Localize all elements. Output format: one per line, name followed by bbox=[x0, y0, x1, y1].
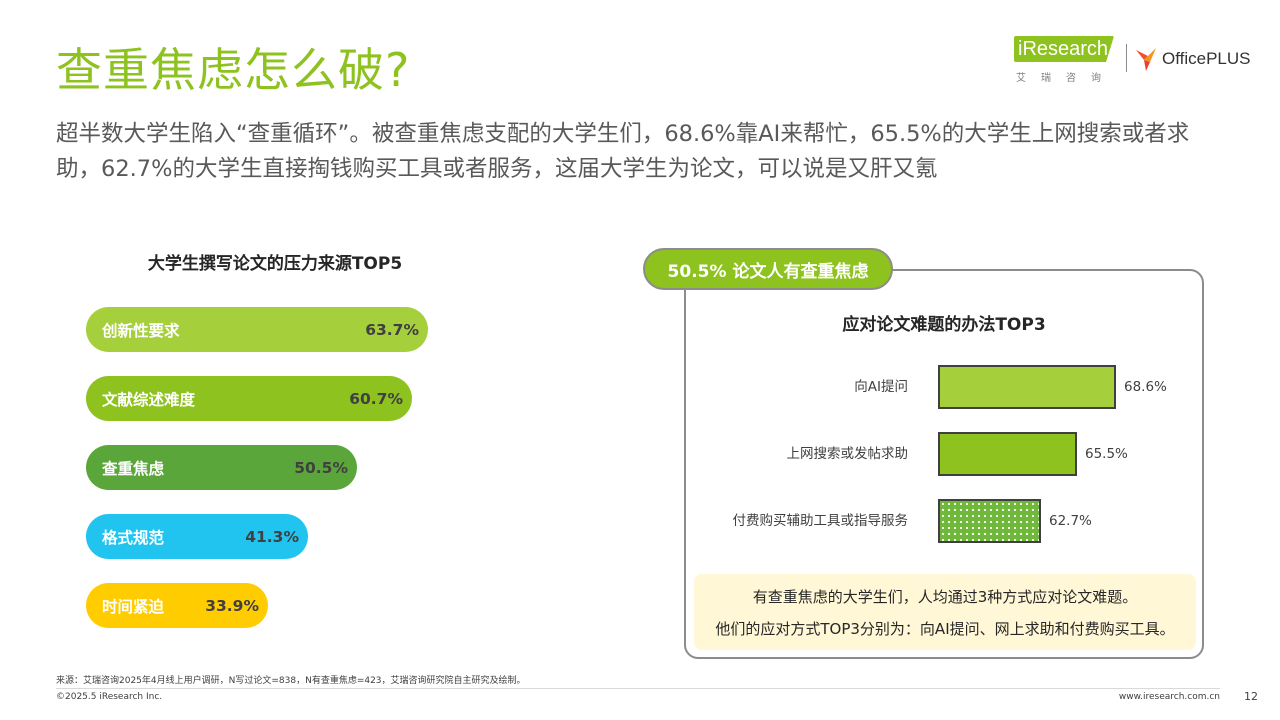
solution-bar-value: 65.5% bbox=[1085, 446, 1128, 462]
officeplus-logo: OfficePLUS bbox=[1134, 44, 1251, 74]
officeplus-bird-icon bbox=[1136, 48, 1156, 71]
pressure-bar-label: 时间紧迫 bbox=[102, 597, 165, 616]
pressure-chart: 创新性要求 63.7% 文献综述难度 60.7% 查重焦虑 50.5% 格式规范… bbox=[86, 0, 486, 720]
solution-bar-label: 付费购买辅助工具或指导服务 bbox=[732, 513, 909, 529]
pressure-bar-literature: 文献综述难度 60.7% bbox=[86, 376, 412, 421]
pressure-bar-value: 60.7% bbox=[349, 389, 403, 408]
solution-bar bbox=[938, 432, 1077, 476]
solution-row-ai: 向AI提问 68.6% bbox=[684, 365, 1204, 409]
pressure-bar-value: 50.5% bbox=[294, 458, 348, 477]
pressure-bar-innovation: 创新性要求 63.7% bbox=[86, 307, 428, 352]
solution-row-paid: 付费购买辅助工具或指导服务 62.7% bbox=[684, 499, 1204, 543]
pressure-bar-label: 格式规范 bbox=[102, 528, 165, 547]
anxiety-badge: 50.5% 论文人有查重焦虑 bbox=[643, 248, 893, 290]
solution-bar-label: 上网搜索或发帖求助 bbox=[786, 446, 909, 462]
left-chart-title: 大学生撰写论文的压力来源TOP5 bbox=[147, 254, 403, 274]
solution-row-search: 上网搜索或发帖求助 65.5% bbox=[684, 432, 1204, 476]
solution-bar-value: 62.7% bbox=[1049, 513, 1092, 529]
summary-note-line: 有查重焦虑的大学生们，人均通过3种方式应对论文难题。 bbox=[752, 588, 1138, 606]
copyright: ©2025.5 iResearch Inc. bbox=[56, 692, 163, 702]
pressure-bar-label: 文献综述难度 bbox=[102, 390, 196, 409]
pressure-bar-value: 41.3% bbox=[245, 527, 299, 546]
solution-bar bbox=[938, 365, 1116, 409]
website-link[interactable]: www.iresearch.com.cn bbox=[1118, 692, 1220, 702]
summary-note-line: 他们的应对方式TOP3分别为：向AI提问、网上求助和付费购买工具。 bbox=[715, 620, 1175, 638]
footer-divider bbox=[56, 688, 1220, 689]
page-subtitle: 超半数大学生陷入“查重循环”。被查重焦虑支配的大学生们，68.6%靠AI来帮忙，… bbox=[56, 121, 1190, 182]
logo-divider bbox=[1126, 44, 1127, 72]
pressure-bar-label: 创新性要求 bbox=[102, 321, 180, 340]
iresearch-logo-cn: 艾瑞咨询 bbox=[1016, 73, 1116, 84]
pressure-bar-time: 时间紧迫 33.9% bbox=[86, 583, 268, 628]
pressure-bar-value: 33.9% bbox=[205, 596, 259, 615]
right-chart-title: 应对论文难题的办法TOP3 bbox=[842, 315, 1046, 335]
officeplus-logo-text: OfficePLUS bbox=[1162, 49, 1251, 68]
iresearch-logo: iResearch 艾瑞咨询 bbox=[1014, 36, 1118, 84]
iresearch-logo-text: iResearch bbox=[1014, 36, 1115, 62]
solution-bar bbox=[938, 499, 1041, 543]
source-note: 来源：艾瑞咨询2025年4月线上用户调研，N写过论文=838，N有查重焦虑=42… bbox=[56, 676, 526, 686]
pressure-bar-value: 63.7% bbox=[365, 320, 419, 339]
page-title: 查重焦虑怎么破? bbox=[56, 43, 411, 97]
summary-note: 有查重焦虑的大学生们，人均通过3种方式应对论文难题。 他们的应对方式TOP3分别… bbox=[694, 574, 1196, 650]
pressure-bar-plagiarism: 查重焦虑 50.5% bbox=[86, 445, 357, 490]
pressure-bar-format: 格式规范 41.3% bbox=[86, 514, 308, 559]
page-number: 12 bbox=[1244, 690, 1258, 703]
solution-bar-value: 68.6% bbox=[1124, 379, 1167, 395]
pressure-bar-label: 查重焦虑 bbox=[102, 459, 165, 478]
solution-bar-label: 向AI提问 bbox=[854, 379, 908, 395]
